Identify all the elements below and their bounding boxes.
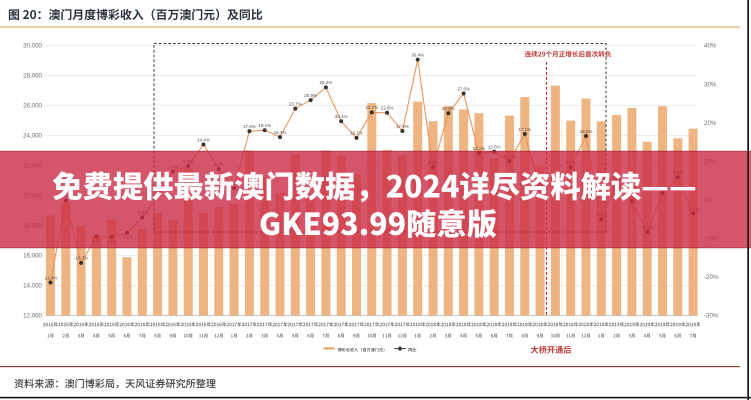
svg-text:22.6%: 22.6% [381,106,394,111]
svg-text:17.8%: 17.8% [243,124,256,129]
svg-text:26,000: 26,000 [23,103,42,110]
svg-text:20%: 20% [704,120,717,127]
svg-text:18.1%: 18.1% [258,123,271,128]
svg-text:16.3%: 16.3% [274,130,287,135]
svg-text:-30%: -30% [704,313,719,320]
svg-text:40%: 40% [704,43,717,50]
svg-text:16.6%: 16.6% [580,129,593,134]
svg-text:16,000: 16,000 [23,253,42,260]
svg-text:17.1%: 17.1% [518,127,531,132]
svg-text:29.2%: 29.2% [320,80,333,85]
svg-text:12.5%: 12.5% [488,145,501,150]
svg-text:12.1%: 12.1% [473,146,486,151]
svg-text:14.4%: 14.4% [197,137,210,142]
svg-text:28,000: 28,000 [23,73,42,80]
svg-text:-16.3%: -16.3% [74,256,88,261]
svg-text:22.5%: 22.5% [442,106,455,111]
svg-text:17.9%: 17.9% [396,124,409,129]
svg-text:-20%: -20% [704,274,719,281]
svg-text:14,000: 14,000 [23,283,42,290]
svg-text:30%: 30% [704,81,717,88]
svg-text:12,000: 12,000 [23,313,42,320]
svg-text:20.4%: 20.4% [335,114,348,119]
svg-text:23.7%: 23.7% [289,101,302,106]
svg-text:25.9%: 25.9% [304,93,317,98]
svg-text:-21.4%: -21.4% [43,275,57,280]
svg-text:27.6%: 27.6% [457,86,470,91]
svg-text:24,000: 24,000 [23,133,42,140]
svg-text:22.7%: 22.7% [365,105,378,110]
svg-text:36.4%: 36.4% [411,52,424,57]
svg-text:30,000: 30,000 [23,43,42,50]
svg-text:16.1%: 16.1% [350,131,363,136]
